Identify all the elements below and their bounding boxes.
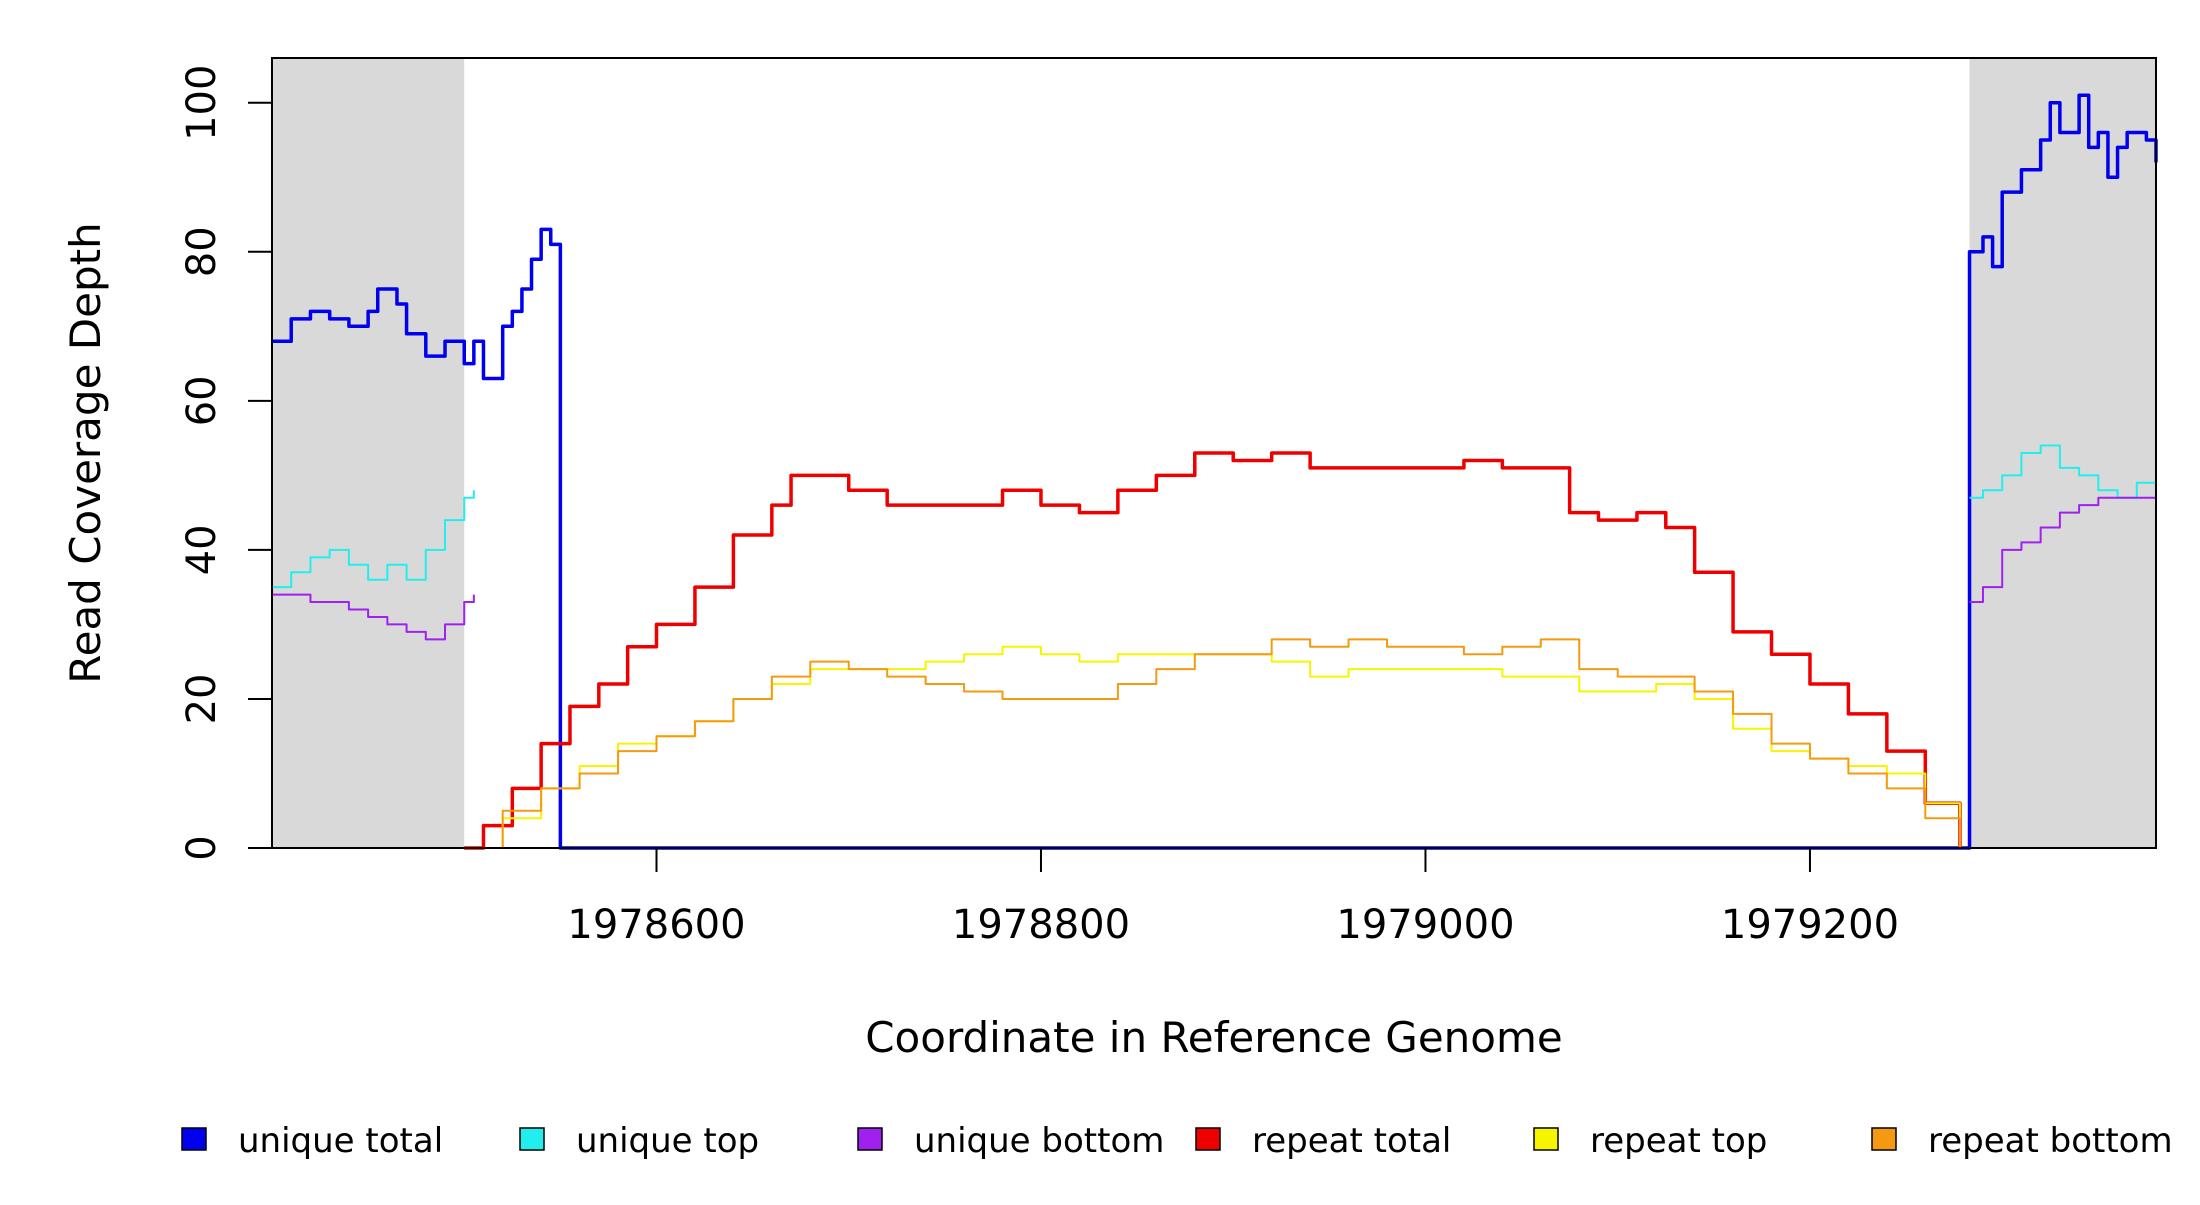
series-repeat-bottom [464,638,1961,849]
x-tick-label: 1979200 [1721,902,1899,948]
legend-label: unique bottom [914,1121,1164,1161]
legend-entry-unique-total: unique total [181,1121,443,1161]
x-tick-label: 1979000 [1336,902,1514,948]
x-axis-title: Coordinate in Reference Genome [865,1013,1563,1062]
series-lines [272,93,2158,850]
legend-swatch [181,1127,207,1151]
series-unique-total [272,93,2158,850]
y-tick-label: 0 [179,835,225,860]
x-tick-label: 1978800 [952,902,1130,948]
legend-swatch [857,1127,883,1151]
series-line-unique-total-1 [272,227,657,850]
series-line-repeat-top-1 [464,645,1961,849]
series-unique-top [272,444,2157,589]
legend: unique total unique top unique bottom repea… [181,1121,2173,1161]
legend-entry-unique-bottom: unique bottom [857,1121,1164,1161]
shaded-region-1 [272,58,465,848]
y-axis: 0 20 40 60 80 100 [179,65,273,861]
legend-label: unique top [576,1121,759,1161]
legend-label: repeat total [1252,1121,1451,1161]
y-axis-title: Read Coverage Depth [61,222,110,683]
series-line-repeat-bottom-1 [464,638,1961,849]
legend-swatch [519,1127,545,1151]
legend-entry-repeat-total: repeat total [1195,1121,1451,1161]
legend-entry-repeat-top: repeat top [1533,1121,1767,1161]
y-tick-label: 80 [179,226,225,277]
series-repeat-total [464,451,1962,850]
series-line-unique-total-3 [1963,93,2158,850]
y-tick-label: 60 [179,375,225,426]
legend-label: repeat top [1590,1121,1767,1161]
y-tick-label: 100 [179,65,225,141]
series-line-unique-bottom-2 [1969,496,2157,604]
shaded-region-2 [1969,58,2156,848]
series-line-repeat-total-1 [464,451,1962,850]
legend-swatch [1195,1127,1221,1151]
y-tick-label: 40 [179,524,225,575]
x-tick-label: 1978600 [567,902,745,948]
legend-label: repeat bottom [1928,1121,2173,1161]
series-unique-bottom [272,496,2157,641]
legend-entry-unique-top: unique top [519,1121,759,1161]
legend-entry-repeat-bottom: repeat bottom [1871,1121,2173,1161]
x-axis: 1978600 1978800 1979000 1979200 [567,847,1899,948]
series-line-unique-bottom-1 [272,593,475,641]
shaded-regions [272,58,2156,848]
series-repeat-top [464,645,1961,849]
legend-label: unique total [238,1121,443,1161]
series-line-unique-top-1 [272,490,475,589]
y-tick-label: 20 [179,673,225,724]
legend-swatch [1533,1127,1559,1151]
legend-swatch [1871,1127,1897,1151]
